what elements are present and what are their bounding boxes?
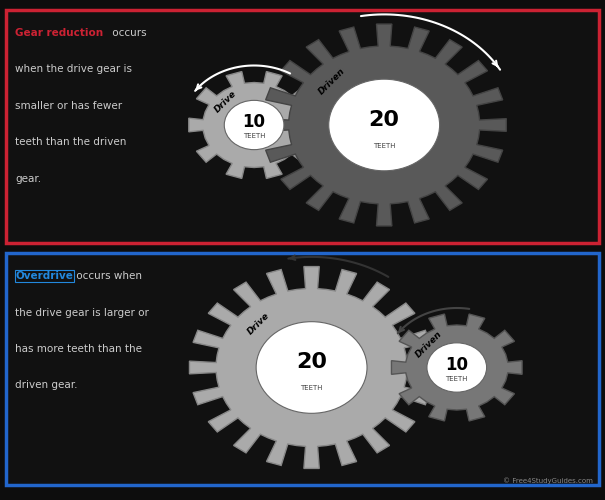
Circle shape (224, 100, 284, 150)
Text: driven gear.: driven gear. (15, 380, 77, 390)
Text: 10: 10 (445, 356, 468, 374)
Text: TEETH: TEETH (243, 133, 266, 139)
Text: TEETH: TEETH (445, 376, 468, 382)
Circle shape (427, 343, 486, 392)
Text: Gear reduction: Gear reduction (15, 28, 103, 38)
Text: Drive: Drive (246, 311, 272, 336)
Text: 20: 20 (368, 110, 400, 130)
Polygon shape (262, 24, 506, 226)
Text: TEETH: TEETH (300, 385, 323, 391)
Text: © Free4StudyGuides.com: © Free4StudyGuides.com (503, 477, 593, 484)
Text: 10: 10 (243, 113, 266, 131)
Text: teeth than the driven: teeth than the driven (15, 137, 126, 147)
Text: Driven: Driven (316, 66, 347, 96)
FancyBboxPatch shape (6, 252, 599, 485)
Text: 20: 20 (296, 352, 327, 372)
Circle shape (256, 322, 367, 414)
Text: occurs: occurs (109, 28, 146, 38)
Text: Driven: Driven (413, 329, 443, 359)
Text: when the drive gear is: when the drive gear is (15, 64, 132, 74)
Polygon shape (391, 314, 522, 421)
Text: gear.: gear. (15, 174, 41, 184)
Circle shape (329, 79, 440, 171)
Text: the drive gear is larger or: the drive gear is larger or (15, 308, 149, 318)
Text: Overdrive: Overdrive (15, 271, 73, 281)
Text: smaller or has fewer: smaller or has fewer (15, 100, 122, 110)
Polygon shape (189, 266, 434, 468)
Text: has more teeth than the: has more teeth than the (15, 344, 142, 354)
Polygon shape (189, 72, 319, 178)
Text: TEETH: TEETH (373, 142, 396, 148)
Text: occurs when: occurs when (73, 271, 142, 281)
Text: Drive: Drive (213, 89, 238, 114)
FancyBboxPatch shape (6, 10, 599, 242)
